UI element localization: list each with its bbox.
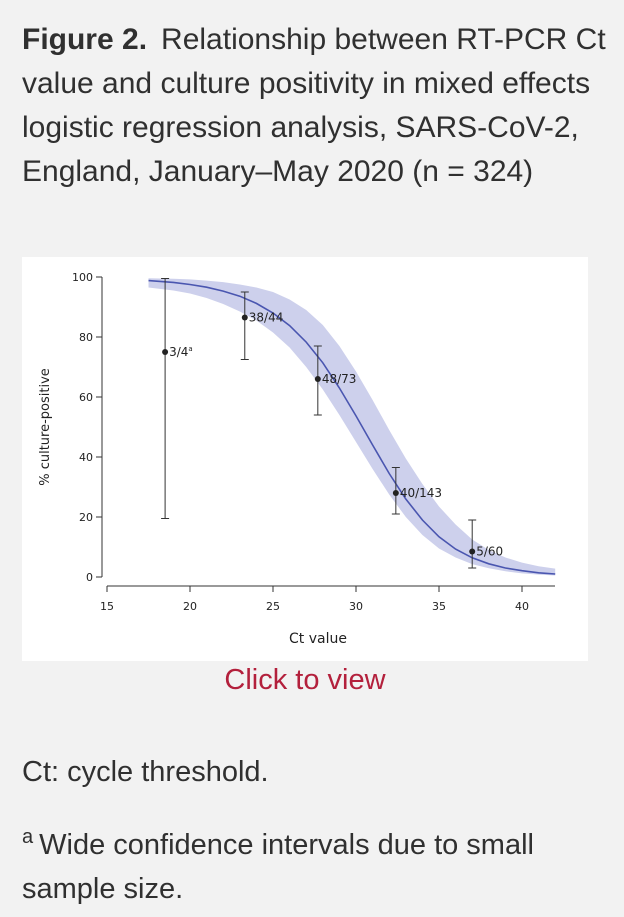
point-marker [162, 349, 169, 355]
y-tick-label-40: 40 [79, 451, 93, 464]
point-label-text: 40/143 [400, 486, 442, 500]
footnote-marker: a [22, 826, 34, 848]
point-label-sup: a [188, 345, 192, 353]
y-tick-label-0: 0 [86, 571, 93, 584]
figure-caption: Figure 2. Relationship between RT-PCR Ct … [22, 18, 612, 194]
x-tick-label-40: 40 [515, 600, 529, 613]
point-marker [241, 314, 248, 321]
point-label: 38/44 [249, 311, 284, 325]
point-label: 48/73 [322, 372, 357, 386]
point-label: 5/60 [476, 545, 503, 559]
data-point-5: 5/60 [468, 519, 503, 569]
figure-image[interactable]: 0 20 40 60 80 100 % culture-positive 15 20 25 30 35… [22, 257, 588, 661]
y-tick-label-20: 20 [79, 511, 93, 524]
data-point-4: 40/143 [391, 467, 442, 515]
note-footnote-a: a Wide confidence intervals due to small … [22, 815, 612, 911]
point-marker [392, 490, 399, 496]
point-label-text: 5/60 [476, 545, 503, 559]
point-label-text: 3/4 [169, 345, 188, 359]
point-marker [314, 376, 321, 382]
data-point-2: 38/44 [240, 291, 284, 360]
figure-title: Relationship between RT-PCR Ct value and… [22, 23, 606, 188]
note-ct-definition: Ct: cycle threshold. [22, 756, 269, 788]
confidence-band [148, 278, 556, 576]
click-to-view-link[interactable]: Click to view [224, 664, 386, 696]
footnote-text: Wide confidence intervals due to small s… [22, 829, 534, 905]
x-axis-label: Ct value [289, 631, 347, 647]
point-label-text: 48/73 [322, 372, 357, 386]
figure-number: Figure 2. [22, 23, 148, 56]
data-point-3: 48/73 [313, 345, 357, 416]
x-tick-label-25: 25 [266, 600, 280, 613]
fitted-curve [148, 279, 556, 575]
y-tick-label-60: 60 [79, 391, 93, 404]
x-tick-label-20: 20 [183, 600, 197, 613]
x-tick-label-35: 35 [432, 600, 446, 613]
y-axis-label: % culture-positive [38, 368, 53, 486]
point-label: 40/143 [400, 486, 442, 500]
y-tick-label-100: 100 [72, 271, 93, 284]
x-tick-label-30: 30 [349, 600, 363, 613]
point-label-text: 38/44 [249, 311, 284, 325]
point-marker [469, 548, 476, 555]
data-point-1: 3/4a [161, 278, 193, 519]
x-tick-label-15: 15 [100, 600, 114, 613]
chart: 0 20 40 60 80 100 % culture-positive 15 20 25 30 35… [38, 271, 556, 647]
y-tick-label-80: 80 [79, 331, 93, 344]
point-label: 3/4a [169, 345, 193, 359]
